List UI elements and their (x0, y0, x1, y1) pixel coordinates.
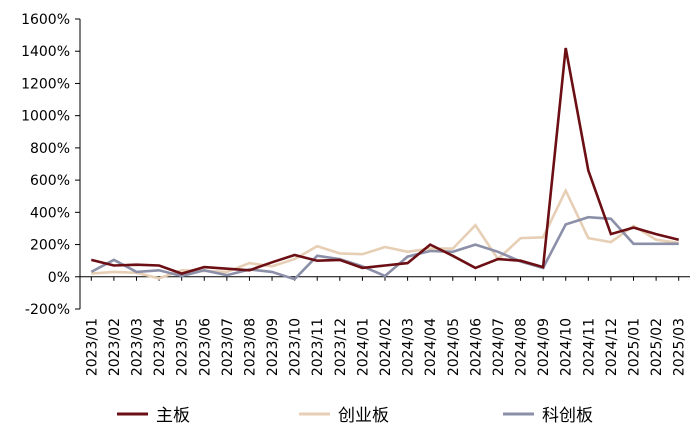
x-tick-label: 2024/05 (446, 318, 462, 376)
legend-label: 创业板 (338, 406, 389, 426)
x-tick-label: 2024/06 (468, 318, 484, 376)
y-axis: -200% 0% 200% 400% 600% 800% 1000% 1200% 1400% 16… (21, 12, 81, 318)
x-tick-label: 2023/11 (310, 318, 326, 376)
x-tick-label: 2023/05 (175, 318, 191, 376)
x-tick-label: 2025/01 (627, 318, 643, 376)
x-tick-label: 2024/10 (559, 318, 575, 376)
y-tick-label: 1200% (21, 76, 70, 92)
legend-item-1: 主板 (117, 406, 190, 426)
x-tick-label: 2024/12 (604, 318, 620, 376)
x-tick-label: 2024/02 (378, 318, 394, 376)
x-tick-label: 2023/12 (333, 318, 349, 376)
y-tick-label: 1400% (21, 44, 70, 60)
x-tick-label: 2024/07 (491, 318, 507, 376)
x-tick-label: 2024/03 (401, 318, 417, 376)
series-layer (90, 47, 680, 281)
y-tick-label: 400% (30, 205, 70, 221)
y-tick-label: 200% (30, 238, 70, 254)
x-tick-label: 2023/03 (129, 318, 145, 376)
y-tick-label: 800% (30, 141, 70, 157)
x-axis: 2023/01 2023/02 2023/03 2023/04 2023/05 2023/… (80, 276, 690, 376)
y-tick-label: 1000% (21, 109, 70, 125)
series-line-1 (90, 47, 680, 275)
x-tick-label: 2023/02 (107, 318, 123, 376)
x-tick-label: 2024/04 (423, 318, 439, 376)
x-tick-label: 2025/03 (672, 318, 688, 376)
y-tick-label: -200% (25, 302, 70, 318)
x-tick-label: 2023/04 (152, 318, 168, 376)
x-tick-label: 2023/07 (220, 318, 236, 376)
legend: 主板 创业板 科创板 (117, 406, 593, 426)
x-tick-label: 2024/09 (536, 318, 552, 376)
series-line-3 (90, 215, 679, 281)
y-tick-label: 600% (30, 173, 70, 189)
y-tick-label: 1600% (21, 12, 70, 28)
x-tick-label: 2024/11 (581, 318, 597, 376)
x-tick-label: 2023/08 (242, 318, 258, 376)
x-tick-label: 2023/06 (197, 318, 213, 376)
x-tick-label: 2023/01 (84, 318, 100, 376)
legend-label: 主板 (156, 406, 190, 426)
x-tick-label: 2025/02 (649, 318, 665, 376)
x-tick-label: 2024/08 (514, 318, 530, 376)
x-tick-label: 2023/09 (265, 318, 281, 376)
x-tick-label: 2023/10 (288, 318, 304, 376)
y-tick-label: 0% (48, 270, 70, 286)
legend-item-2: 创业板 (299, 406, 389, 426)
legend-item-3: 科创板 (503, 406, 593, 426)
legend-label: 科创板 (542, 406, 593, 426)
x-tick-label: 2024/01 (355, 318, 371, 376)
